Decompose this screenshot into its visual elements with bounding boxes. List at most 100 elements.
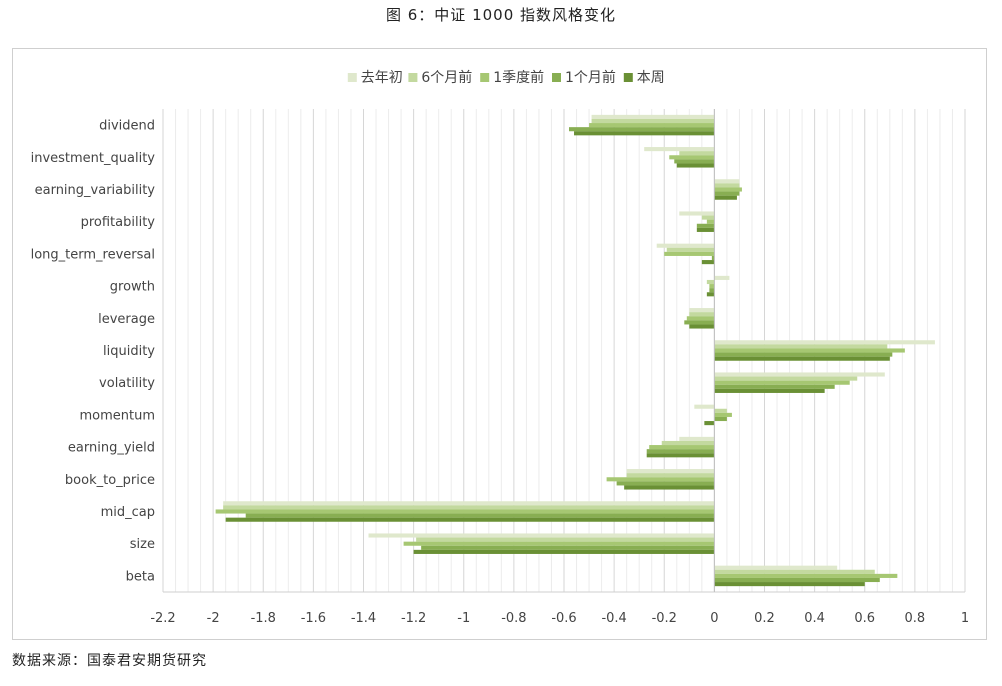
bar bbox=[676, 163, 715, 168]
bar bbox=[714, 388, 825, 393]
category-label: momentum bbox=[79, 408, 155, 423]
bar bbox=[413, 549, 715, 554]
legend-swatch bbox=[347, 73, 357, 82]
bar bbox=[714, 577, 880, 583]
bar bbox=[679, 211, 715, 216]
legend-label: 1个月前 bbox=[565, 69, 616, 86]
legend-swatch bbox=[480, 73, 490, 82]
x-tick-label: 1 bbox=[961, 611, 969, 626]
bar bbox=[714, 384, 835, 389]
x-tick-label: 0.2 bbox=[754, 611, 775, 626]
bar bbox=[704, 421, 715, 426]
bar bbox=[711, 255, 715, 261]
bar bbox=[714, 348, 905, 353]
x-tick-label: -0.2 bbox=[652, 611, 677, 626]
bar bbox=[714, 356, 890, 361]
bar bbox=[714, 195, 737, 200]
bar bbox=[644, 147, 715, 152]
x-tick-label: -1.8 bbox=[251, 611, 276, 626]
bar bbox=[223, 505, 715, 510]
bar bbox=[626, 469, 715, 474]
bar bbox=[696, 227, 715, 232]
legend-swatch bbox=[623, 73, 633, 82]
bar bbox=[646, 453, 715, 458]
bar bbox=[694, 404, 715, 409]
category-label: earning_variability bbox=[35, 183, 156, 198]
category-label: beta bbox=[126, 569, 155, 584]
bar bbox=[624, 485, 715, 490]
bar bbox=[591, 114, 715, 119]
bar bbox=[569, 127, 715, 132]
bar bbox=[591, 118, 715, 124]
legend-label: 去年初 bbox=[361, 69, 403, 86]
bar bbox=[709, 284, 715, 289]
legend-label: 本周 bbox=[637, 70, 665, 86]
source-note: 数据来源：国泰君安期货研究 bbox=[12, 653, 207, 669]
category-label: book_to_price bbox=[65, 473, 155, 488]
bar bbox=[701, 260, 715, 265]
bar bbox=[225, 517, 715, 522]
bar bbox=[616, 481, 715, 486]
bar bbox=[606, 477, 715, 482]
bar bbox=[245, 513, 715, 518]
bar bbox=[589, 123, 715, 128]
bar bbox=[714, 569, 875, 574]
bar bbox=[701, 215, 715, 220]
legend-label: 1季度前 bbox=[493, 69, 544, 86]
legend-label: 6个月前 bbox=[421, 69, 472, 86]
bar bbox=[714, 183, 740, 188]
bar bbox=[679, 151, 715, 156]
bar bbox=[714, 376, 858, 381]
category-label: earning_yield bbox=[68, 441, 155, 456]
bar bbox=[714, 187, 742, 192]
category-label: mid_cap bbox=[101, 505, 155, 520]
bar bbox=[666, 247, 715, 252]
bar bbox=[646, 449, 715, 454]
x-tick-label: 0 bbox=[710, 611, 718, 626]
bar bbox=[714, 179, 740, 184]
bar bbox=[223, 501, 715, 506]
bar bbox=[661, 440, 715, 446]
bar bbox=[714, 573, 898, 578]
x-tick-label: -1.2 bbox=[401, 611, 426, 626]
bar-chart: -2.2 -2 -1.8 -1.6 -1.4 -1.2 -1 -0.8 -0.6 -0.4 -0.2… bbox=[31, 69, 970, 626]
bar bbox=[679, 436, 715, 441]
category-label: leverage bbox=[98, 312, 155, 327]
bar bbox=[714, 412, 732, 417]
bar bbox=[706, 219, 715, 224]
chart-frame: -2.2 -2 -1.8 -1.6 -1.4 -1.2 -1 -0.8 -0.6 -0.4 -0.2… bbox=[12, 48, 987, 640]
category-label: size bbox=[130, 537, 155, 552]
bar bbox=[626, 473, 715, 478]
bar bbox=[714, 408, 727, 413]
bar bbox=[664, 251, 715, 256]
x-tick-label: -2.2 bbox=[150, 611, 175, 626]
x-tick-label: -1.6 bbox=[301, 611, 326, 626]
legend-swatch bbox=[552, 73, 561, 82]
bar bbox=[714, 372, 885, 377]
legend-swatch bbox=[408, 73, 418, 82]
bar bbox=[709, 288, 715, 293]
bar bbox=[684, 320, 715, 325]
bar bbox=[403, 541, 715, 546]
bar bbox=[574, 131, 715, 136]
x-tick-label: -0.4 bbox=[601, 611, 626, 626]
x-tick-label: -0.6 bbox=[551, 611, 576, 626]
bar bbox=[689, 324, 715, 329]
x-tick-label: -2 bbox=[207, 611, 220, 626]
bar bbox=[669, 155, 715, 160]
bar bbox=[706, 292, 715, 297]
bar bbox=[368, 533, 715, 538]
bar bbox=[674, 159, 715, 164]
category-label: volatility bbox=[99, 376, 155, 391]
bar bbox=[714, 191, 740, 196]
bar bbox=[714, 380, 850, 385]
bar bbox=[686, 316, 715, 321]
category-label: investment_quality bbox=[31, 151, 156, 166]
x-tick-label: -1.4 bbox=[351, 611, 376, 626]
category-label: dividend bbox=[99, 119, 155, 134]
bar bbox=[696, 223, 715, 228]
bar bbox=[689, 308, 715, 313]
bar bbox=[714, 416, 727, 422]
bar bbox=[714, 565, 838, 570]
x-tick-label: 0.4 bbox=[804, 611, 825, 626]
